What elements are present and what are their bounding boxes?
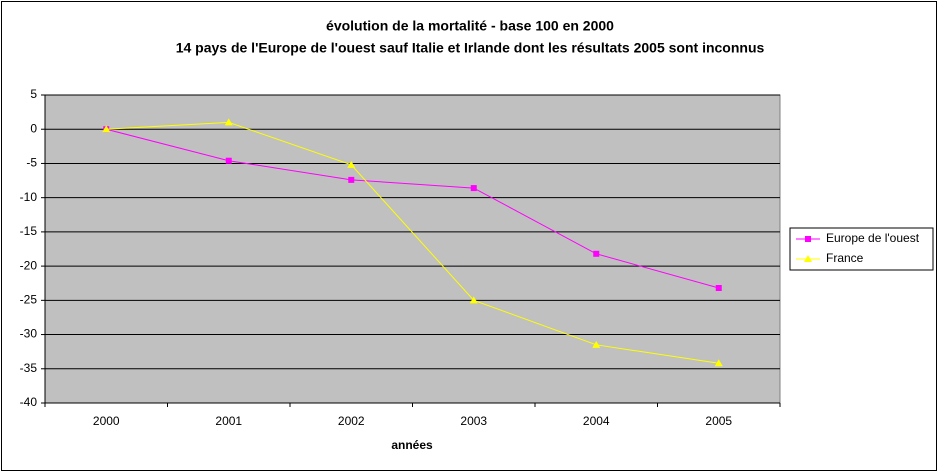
legend-marker — [804, 255, 812, 262]
data-point — [470, 185, 477, 192]
y-tick-label: -25 — [20, 293, 38, 307]
x-tick-label: 2005 — [705, 414, 732, 428]
plot-area — [44, 94, 781, 404]
x-tick-label: 2002 — [338, 414, 365, 428]
data-point — [592, 340, 601, 348]
chart-subtitle: 14 pays de l'Europe de l'ouest sauf Ital… — [176, 40, 765, 56]
chart-title: évolution de la mortalité - base 100 en … — [326, 18, 614, 34]
series-line — [106, 128, 719, 289]
legend-box — [789, 227, 934, 271]
x-tick-label: 2001 — [215, 414, 242, 428]
legend-label: Europe de l'ouest — [826, 231, 920, 245]
legend-marker — [805, 236, 811, 242]
x-axis-title: années — [391, 438, 433, 452]
data-point — [225, 157, 232, 164]
y-tick-label: -10 — [20, 190, 38, 204]
data-point — [347, 160, 356, 168]
data-point — [714, 359, 723, 367]
y-tick-label: -15 — [20, 224, 38, 238]
x-tick-label: 2004 — [583, 414, 610, 428]
x-tick-label: 2000 — [93, 414, 120, 428]
series-line — [106, 121, 719, 364]
y-tick-label: -35 — [20, 361, 38, 375]
y-tick-label: -40 — [20, 395, 38, 409]
y-tick-label: -30 — [20, 327, 38, 341]
y-tick-label: 0 — [30, 121, 37, 135]
y-tick-label: -20 — [20, 258, 38, 272]
y-tick-label: 5 — [30, 87, 37, 101]
legend-label: France — [826, 251, 864, 265]
data-point — [715, 285, 722, 292]
y-tick-label: -5 — [26, 156, 37, 170]
data-point — [348, 176, 355, 183]
data-point — [224, 118, 233, 126]
data-point — [102, 125, 111, 133]
data-point — [593, 250, 600, 257]
x-tick-label: 2003 — [460, 414, 487, 428]
data-point — [469, 296, 478, 304]
